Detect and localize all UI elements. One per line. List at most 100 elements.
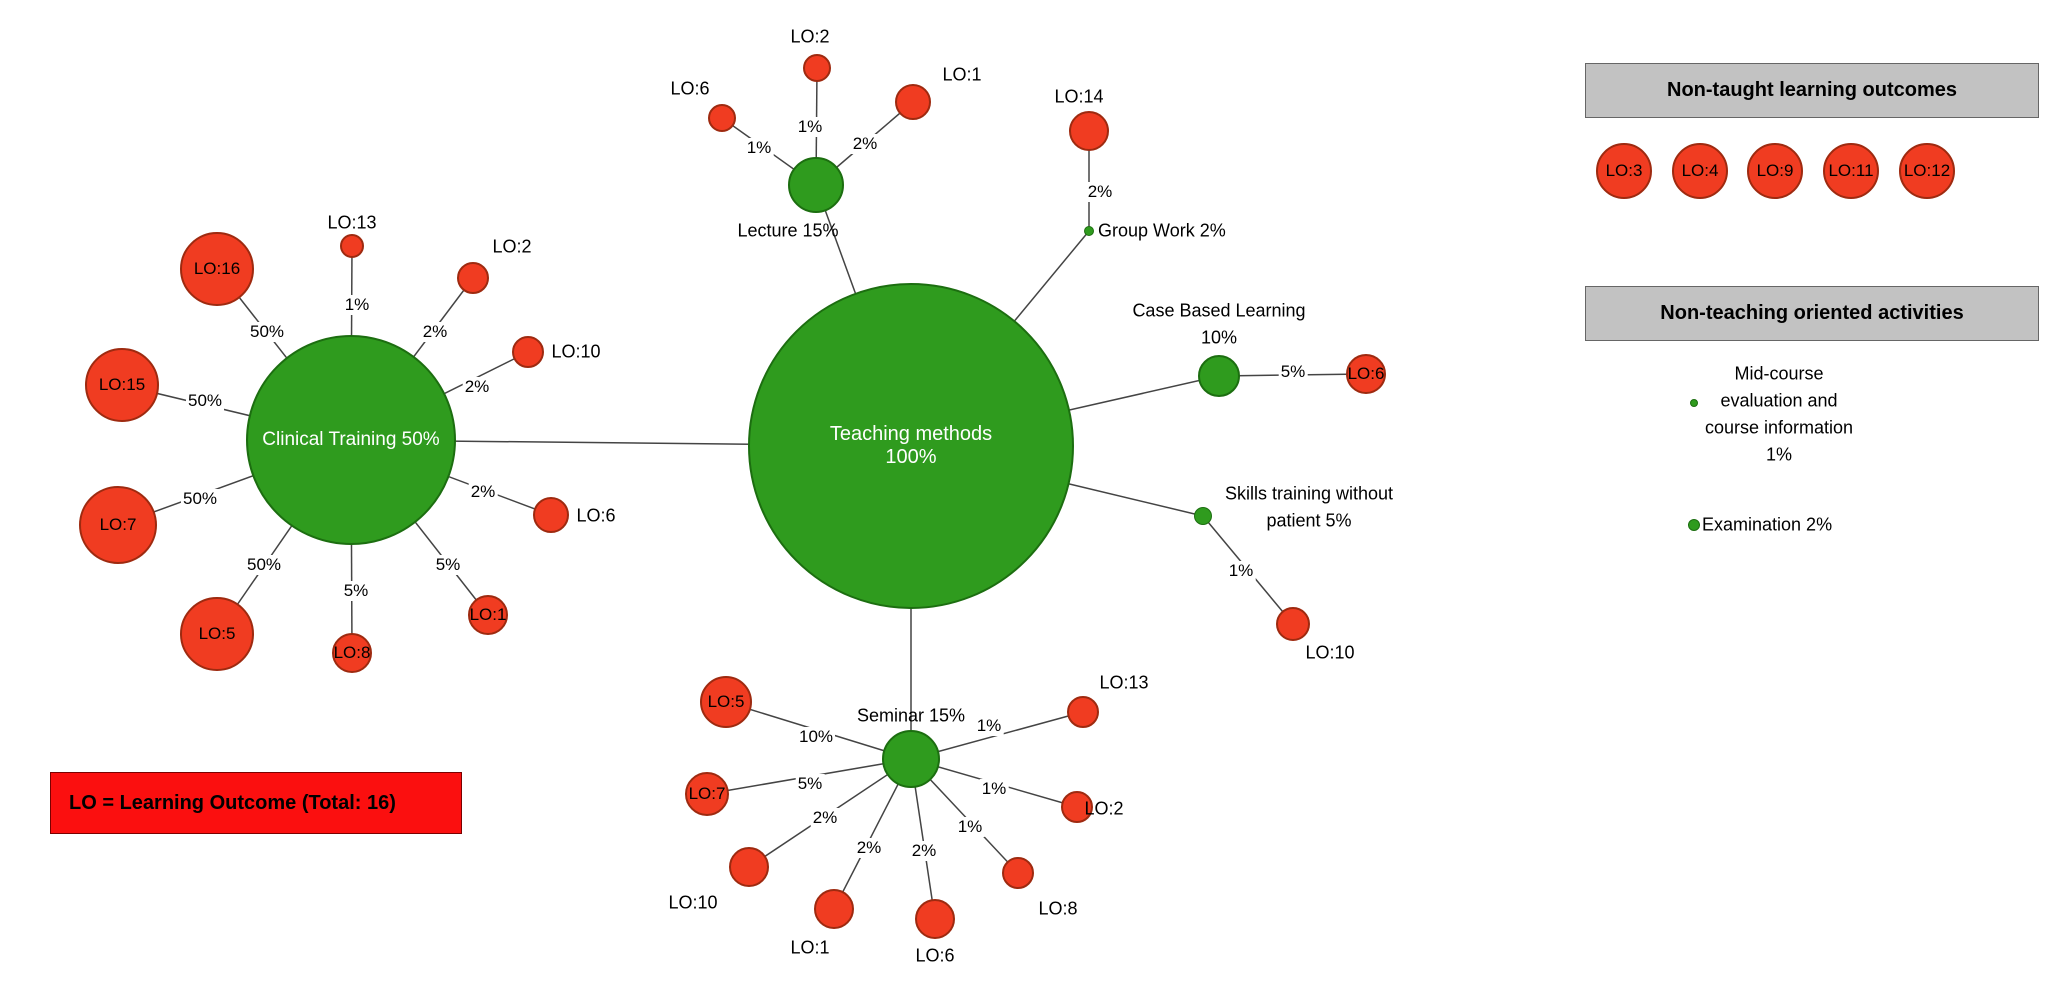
skills-training-node [1194, 507, 1212, 525]
midcourse-label-line1: Mid-course [1734, 363, 1824, 384]
clinical-training-label: Clinical Training 50% [262, 429, 440, 450]
lo-label-seminar-2: LO:2 [1084, 798, 1124, 819]
lo-node-nontaught-3: LO:3 [1596, 143, 1652, 199]
teaching-methods-node: Teaching methods 100% [748, 283, 1074, 609]
lo-label: LO:4 [1681, 161, 1719, 180]
lo-node-seminar-5: LO:5 [700, 676, 752, 728]
teaching-methods-label-line1: Teaching methods [829, 423, 993, 445]
lo-label-seminar-10: LO:10 [668, 892, 718, 913]
lo-label-skills-10: LO:10 [1305, 642, 1355, 663]
lo-label-seminar-13: LO:13 [1099, 672, 1149, 693]
edge-pct-label: 5% [1278, 362, 1308, 382]
lo-label: LO:1 [469, 605, 507, 624]
lo-node-seminar-2 [1061, 791, 1093, 823]
lo-label: LO:16 [193, 259, 241, 278]
lo-node-groupwork-14 [1069, 111, 1109, 151]
lo-label: LO:15 [98, 375, 146, 394]
case-based-learning-title: Case Based Learning [1132, 300, 1306, 321]
edge-pct-label: 5% [795, 774, 825, 794]
lo-node-clinical-15: LO:15 [85, 348, 159, 422]
group-work-label: Group Work 2% [1098, 220, 1226, 241]
edge-pct-label: 2% [810, 808, 840, 828]
non-teaching-header: Non-teaching oriented activities [1585, 286, 2039, 341]
lo-node-clinical-16: LO:16 [180, 232, 254, 306]
edge-pct-label: 50% [180, 489, 220, 509]
edge-pct-label: 1% [955, 817, 985, 837]
clinical-training-node: Clinical Training 50% [246, 335, 456, 545]
lo-label-clinical-13: LO:13 [327, 212, 377, 233]
edge-pct-label: 2% [850, 134, 880, 154]
lo-label-seminar-1: LO:1 [790, 937, 830, 958]
lo-label: LO:5 [707, 692, 745, 711]
lo-node-clinical-7: LO:7 [79, 486, 157, 564]
lo-label-clinical-10: LO:10 [551, 341, 601, 362]
lo-node-clinical-8: LO:8 [332, 633, 372, 673]
lo-label: LO:3 [1605, 161, 1643, 180]
edge-pct-label: 2% [854, 838, 884, 858]
lo-node-clinical-2 [457, 262, 489, 294]
lo-node-nontaught-12: LO:12 [1899, 143, 1955, 199]
edge-pct-label: 50% [185, 391, 225, 411]
lo-node-skills-10 [1276, 607, 1310, 641]
lo-label: LO:5 [198, 624, 236, 643]
edge-pct-label: 2% [420, 322, 450, 342]
case-based-learning-pct: 10% [1200, 327, 1238, 348]
lo-label-groupwork-14: LO:14 [1054, 86, 1104, 107]
lo-node-clinical-6 [533, 497, 569, 533]
lo-label: LO:6 [1347, 364, 1385, 383]
legend-box: LO = Learning Outcome (Total: 16) [50, 772, 462, 834]
lo-label-seminar-8: LO:8 [1038, 898, 1078, 919]
examination-label: Examination 2% [1702, 514, 1833, 535]
edge-pct-label: 1% [342, 295, 372, 315]
lo-node-seminar-1 [814, 889, 854, 929]
lo-node-clinical-1: LO:1 [468, 595, 508, 635]
edge-pct-label: 5% [341, 581, 371, 601]
non-taught-header: Non-taught learning outcomes [1585, 63, 2039, 118]
lo-label-lecture-1: LO:1 [942, 64, 982, 85]
lo-node-nontaught-11: LO:11 [1823, 143, 1879, 199]
lo-label: LO:9 [1756, 161, 1794, 180]
lo-label: LO:11 [1828, 161, 1874, 180]
lo-node-seminar-13 [1067, 696, 1099, 728]
lo-label-clinical-6: LO:6 [576, 505, 616, 526]
seminar-label: Seminar 15% [856, 705, 966, 726]
edge-pct-label: 1% [744, 138, 774, 158]
edge-pct-label: 5% [433, 555, 463, 575]
lo-node-clinical-10 [512, 336, 544, 368]
lo-label-lecture-6: LO:6 [670, 78, 710, 99]
lo-node-seminar-6 [915, 899, 955, 939]
lo-label-seminar-6: LO:6 [915, 945, 955, 966]
edge-pct-label: 50% [244, 555, 284, 575]
lo-label: LO:12 [1903, 161, 1951, 180]
teaching-methods-label-line2: 100% [885, 446, 937, 468]
edge-pct-label: 2% [462, 377, 492, 397]
skills-training-label-line1: Skills training without [1224, 483, 1394, 504]
lo-label: LO:7 [99, 515, 137, 534]
lo-node-lecture-6 [708, 104, 736, 132]
midcourse-label-line3: course information [1704, 417, 1854, 438]
lo-node-seminar-7: LO:7 [685, 772, 729, 816]
edge-pct-label: 1% [795, 117, 825, 137]
lo-node-cbl-6: LO:6 [1346, 354, 1386, 394]
lo-label-clinical-2: LO:2 [492, 236, 532, 257]
lo-node-lecture-2 [803, 54, 831, 82]
legend-text: LO = Learning Outcome (Total: 16) [69, 791, 396, 814]
group-work-node [1084, 226, 1094, 236]
non-taught-title: Non-taught learning outcomes [1667, 79, 1957, 101]
lo-label-lecture-2: LO:2 [790, 26, 830, 47]
lo-label: LO:7 [688, 784, 726, 803]
midcourse-label-line2: evaluation and [1720, 390, 1838, 411]
examination-node [1688, 519, 1700, 531]
lecture-node [788, 157, 844, 213]
non-teaching-title: Non-teaching oriented activities [1660, 302, 1964, 324]
edge-pct-label: 2% [468, 482, 498, 502]
lo-node-seminar-8 [1002, 857, 1034, 889]
lo-node-clinical-5: LO:5 [180, 597, 254, 671]
edge-pct-label: 10% [796, 727, 836, 747]
case-based-learning-node [1198, 355, 1240, 397]
edge-pct-label: 1% [979, 779, 1009, 799]
edge-pct-label: 1% [1226, 561, 1256, 581]
edge-pct-label: 1% [974, 716, 1004, 736]
lo-node-nontaught-4: LO:4 [1672, 143, 1728, 199]
